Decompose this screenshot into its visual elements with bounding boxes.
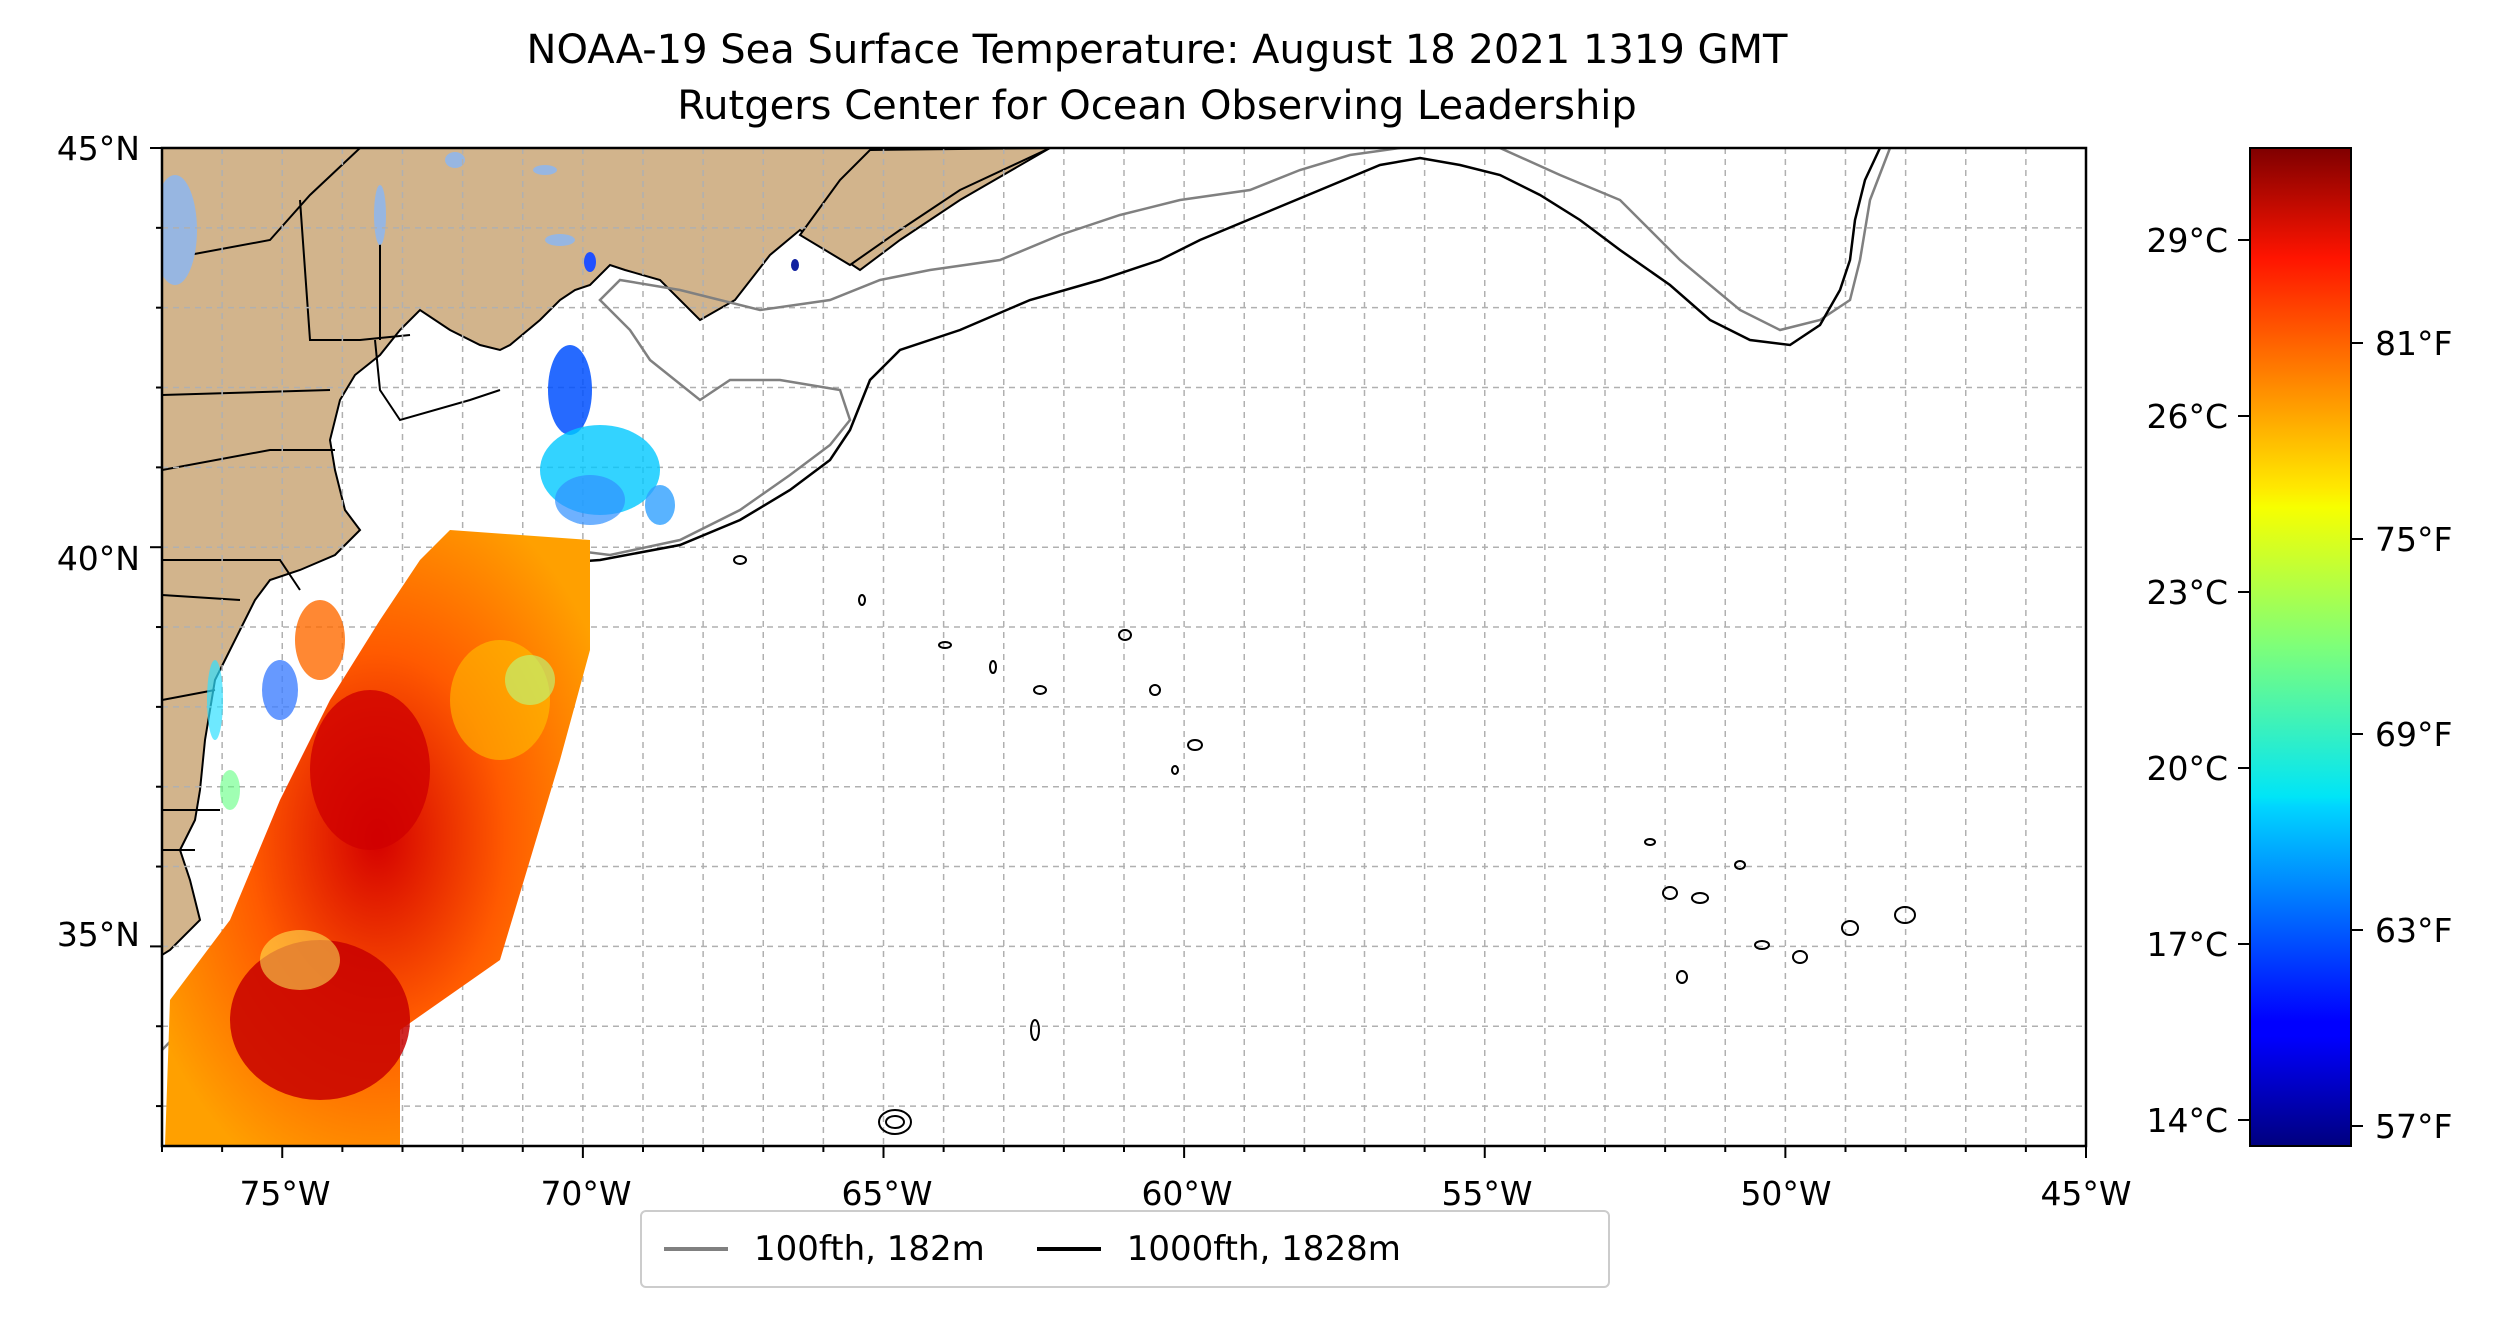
fahrenheit-tick-label: 81°F	[2375, 324, 2452, 363]
celsius-tick-label: 20°C	[2146, 749, 2228, 788]
legend-line-gray	[664, 1247, 728, 1251]
celsius-tick-label: 14°C	[2146, 1101, 2228, 1140]
lakes	[162, 152, 575, 285]
lat-tick-labels: 35°N 40°N 45°N	[57, 129, 140, 954]
legend: 100fth, 182m 1000fth, 1828m	[640, 1210, 1610, 1288]
lon-tick-label: 60°W	[1141, 1174, 1232, 1213]
lat-tick-label: 45°N	[57, 129, 140, 168]
map-subtitle: Rutgers Center for Ocean Observing Leade…	[677, 83, 1637, 129]
legend-line-black	[1036, 1247, 1101, 1251]
celsius-tick-label: 29°C	[2146, 221, 2228, 260]
lon-tick-label: 70°W	[540, 1174, 631, 1213]
map-area	[162, 148, 2086, 1146]
lat-tick-label: 35°N	[57, 915, 140, 954]
legend-item-1000fth: 1000fth, 1828m	[1036, 1229, 1431, 1269]
legend-label: 100fth, 182m	[754, 1229, 985, 1269]
colorbar: 29°C 26°C 23°C 20°C 17°C 14°C 81°F 75°F …	[2146, 147, 2452, 1147]
celsius-ticks	[2238, 239, 2250, 1121]
sst-cold-patch	[540, 252, 799, 525]
fahrenheit-tick-label: 63°F	[2375, 911, 2452, 950]
legend-item-100fth: 100fth, 182m	[664, 1229, 1015, 1269]
state-borders	[162, 148, 501, 851]
fahrenheit-tick-label: 75°F	[2375, 520, 2452, 559]
seamounts	[733, 555, 1916, 1135]
legend-label: 1000fth, 1828m	[1126, 1229, 1401, 1269]
lon-tick-label: 45°W	[2040, 1174, 2131, 1213]
lon-tick-label: 50°W	[1740, 1174, 1831, 1213]
lon-tick-label: 75°W	[239, 1174, 330, 1213]
celsius-tick-label: 23°C	[2146, 573, 2228, 612]
sst-swath	[165, 530, 590, 1146]
colorbar-gradient	[2249, 147, 2352, 1147]
fahrenheit-tick-label: 57°F	[2375, 1107, 2452, 1146]
celsius-tick-label: 26°C	[2146, 397, 2228, 436]
lon-tick-labels: 75°W 70°W 65°W 60°W 55°W 50°W 45°W	[239, 1174, 2131, 1213]
celsius-tick-label: 17°C	[2146, 925, 2228, 964]
fahrenheit-ticks	[2351, 342, 2363, 1127]
lon-tick-label: 55°W	[1441, 1174, 1532, 1213]
lon-tick-label: 65°W	[841, 1174, 932, 1213]
map-title: NOAA-19 Sea Surface Temperature: August …	[526, 27, 1788, 73]
axis-ticks	[150, 147, 2087, 1158]
maritimes-land	[798, 148, 1051, 267]
lat-tick-label: 40°N	[57, 539, 140, 578]
contour-100fth-east	[1499, 148, 1892, 332]
graticule	[162, 148, 2086, 1146]
north-america-land	[162, 148, 1052, 957]
sst-coastal-fragments	[207, 600, 345, 810]
fahrenheit-tick-label: 69°F	[2375, 715, 2452, 754]
